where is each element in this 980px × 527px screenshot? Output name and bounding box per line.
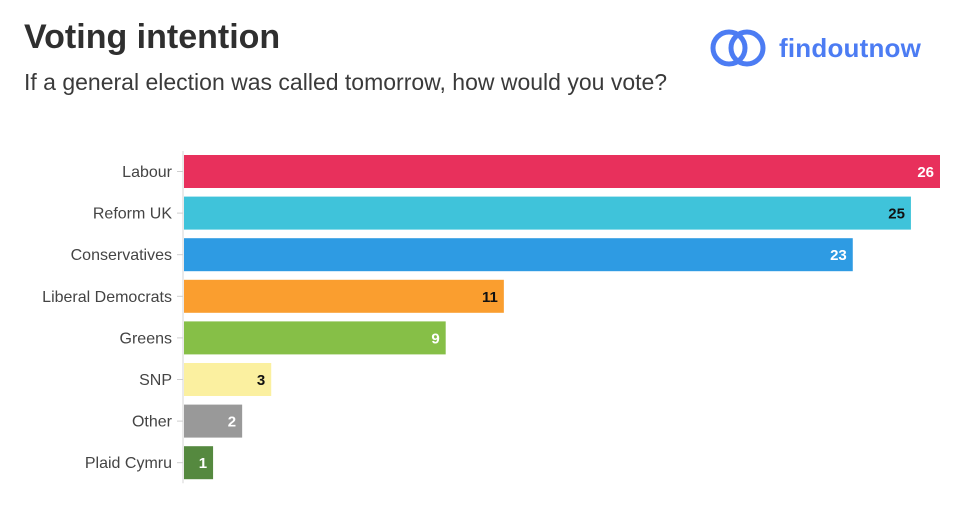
- value-label: 26: [917, 164, 934, 181]
- category-label: Plaid Cymru: [85, 455, 172, 472]
- value-label: 11: [482, 289, 498, 306]
- value-label: 23: [830, 247, 847, 264]
- bar: [184, 279, 504, 313]
- category-label: SNP: [139, 372, 172, 389]
- value-label: 2: [228, 414, 236, 431]
- category-label: Other: [132, 414, 173, 431]
- chart-title: Voting intention: [24, 18, 281, 56]
- bar: [184, 321, 446, 355]
- category-label: Greens: [120, 330, 172, 347]
- chart-subtitle: If a general election was called tomorro…: [24, 69, 668, 95]
- value-label: 9: [431, 330, 439, 347]
- two-rings-logo-icon: [710, 29, 766, 67]
- bar: [184, 363, 272, 396]
- value-label: 1: [199, 455, 207, 472]
- bar: [184, 196, 911, 230]
- value-label: 3: [257, 372, 265, 389]
- brand-name: findoutnow: [779, 32, 922, 63]
- bar: [184, 155, 940, 188]
- category-label: Reform UK: [93, 206, 172, 223]
- category-label: Conservatives: [71, 247, 172, 264]
- value-label: 25: [888, 206, 905, 223]
- category-label: Labour: [122, 164, 172, 181]
- bar: [184, 238, 853, 272]
- findoutnow-logo: findoutnow: [705, 26, 921, 70]
- bar: [184, 446, 214, 480]
- category-label: Liberal Democrats: [42, 289, 172, 306]
- bar: [184, 404, 243, 438]
